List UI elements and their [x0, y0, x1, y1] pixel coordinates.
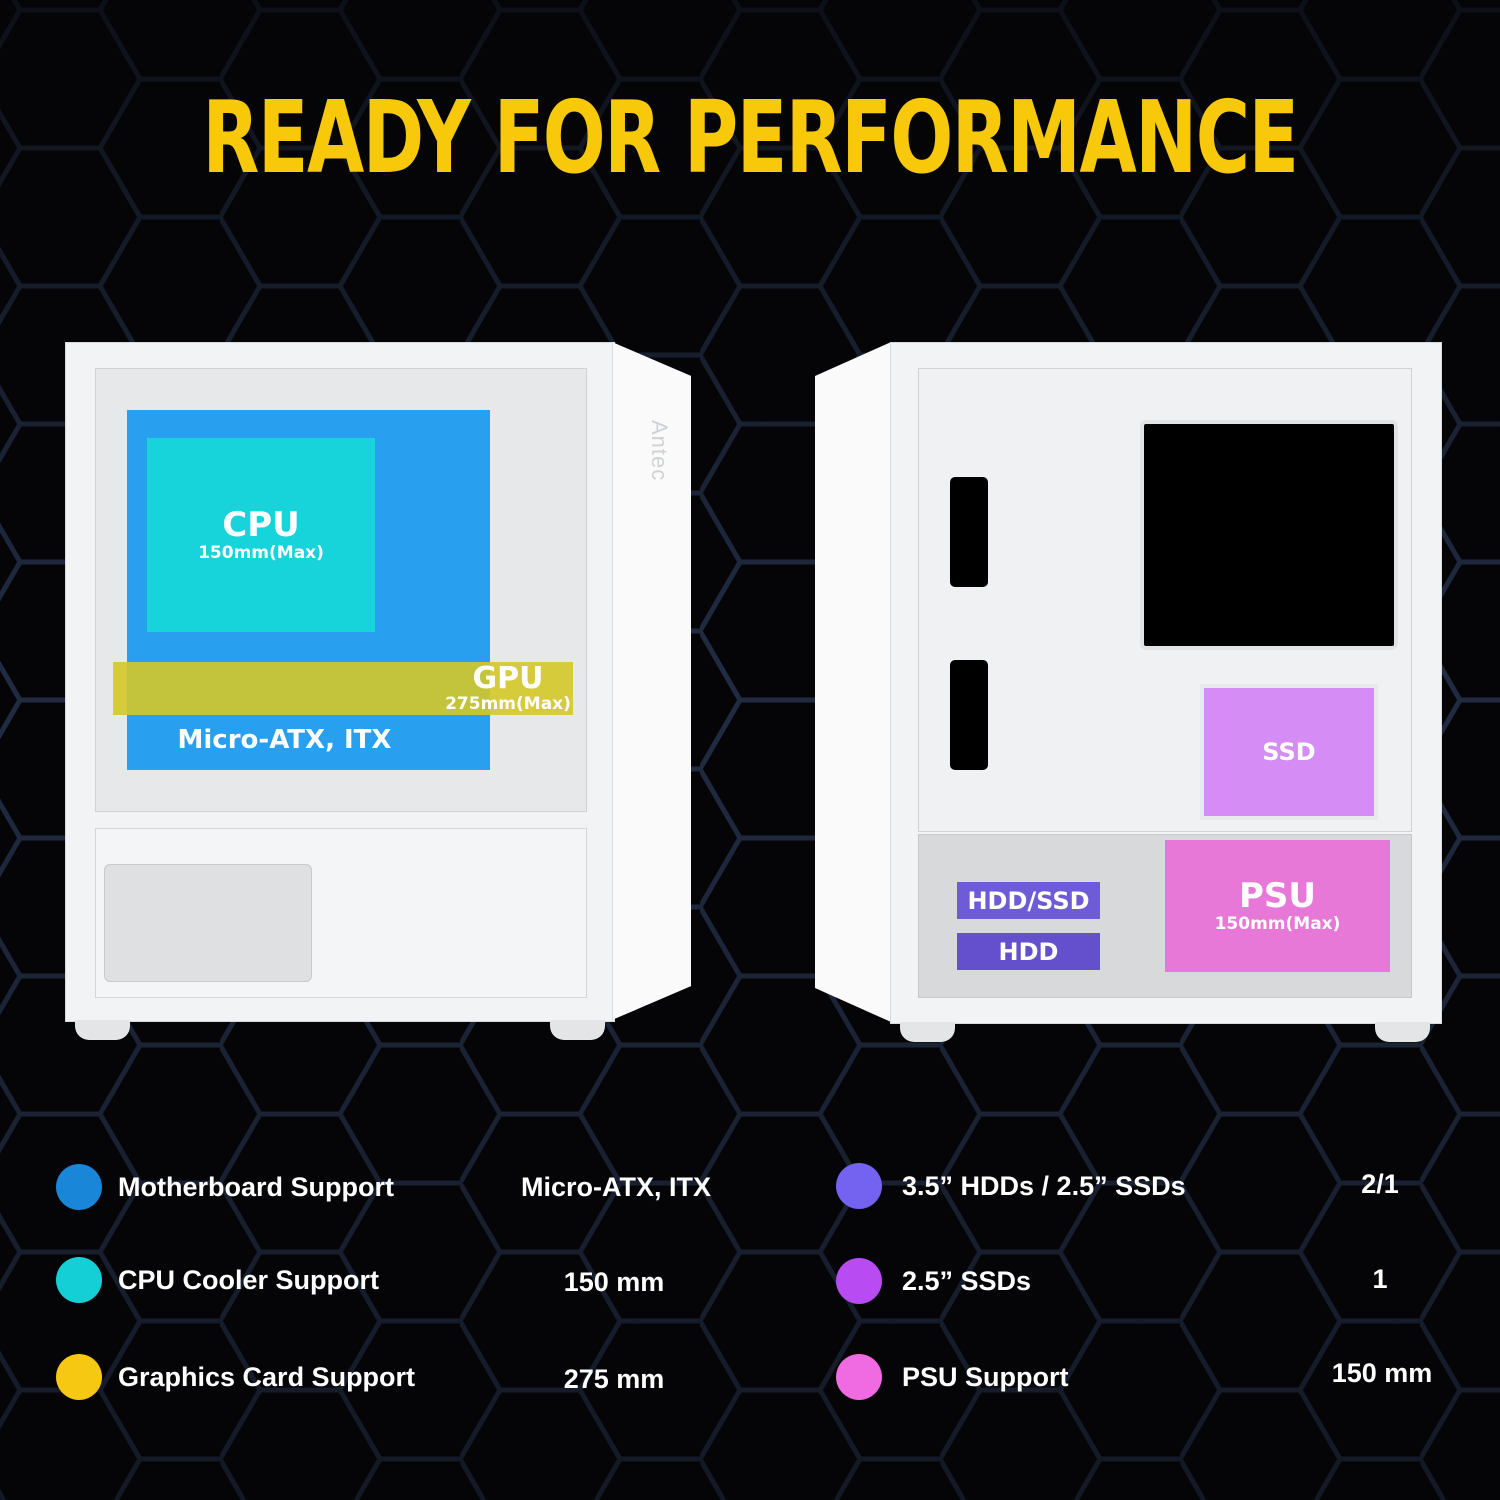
case-foot — [550, 1020, 605, 1040]
page-title: READY FOR PERFORMANCE — [202, 79, 1299, 196]
hdd-dot-icon — [836, 1163, 882, 1209]
motherboard-dot-icon — [56, 1164, 102, 1210]
cpu-max: 150mm(Max) — [198, 543, 324, 563]
spec-value: 150 mm — [563, 1267, 665, 1297]
hdd-zone: HDD — [957, 933, 1100, 970]
cpu-cutout — [1140, 420, 1398, 650]
spec-value: 150 mm — [1331, 1358, 1433, 1388]
motherboard-label: Micro-ATX, ITX — [177, 725, 392, 755]
spec-value: 1 — [1372, 1264, 1388, 1294]
spec-label: 3.5” HDDs / 2.5” SSDs — [902, 1171, 1186, 1201]
shroud-cutout — [104, 864, 312, 982]
hdd-ssd-zone: HDD/SSD — [957, 882, 1100, 919]
spec-value: 275 mm — [563, 1364, 665, 1394]
spec-value: 2/1 — [1361, 1169, 1399, 1199]
cable-hole — [950, 477, 988, 587]
ssd-dot-icon — [836, 1258, 882, 1304]
cpu-zone: CPU 150mm(Max) — [147, 438, 375, 632]
psu-zone: PSU 150mm(Max) — [1165, 840, 1390, 972]
gpu-dot-icon — [56, 1354, 102, 1400]
ssd-zone: SSD — [1200, 684, 1378, 820]
spec-label: CPU Cooler Support — [118, 1265, 379, 1295]
psu-dot-icon — [836, 1354, 882, 1400]
hdd-label: HDD — [998, 937, 1059, 966]
hdd-ssd-label: HDD/SSD — [967, 886, 1090, 915]
psu-max: 150mm(Max) — [1214, 914, 1341, 934]
spec-label: Graphics Card Support — [118, 1362, 416, 1392]
spec-label: PSU Support — [902, 1362, 1069, 1392]
spec-value: Micro-ATX, ITX — [520, 1172, 711, 1202]
cpu-dot-icon — [56, 1257, 102, 1303]
cpu-label: CPU — [222, 505, 300, 545]
left-case-front-panel — [612, 342, 691, 1020]
case-foot — [1375, 1022, 1430, 1042]
cable-hole — [950, 660, 988, 770]
brand-logo: Antec — [647, 420, 672, 482]
gpu-max: 275mm(Max) — [445, 693, 571, 714]
case-foot — [75, 1020, 130, 1040]
spec-label: Motherboard Support — [118, 1172, 394, 1202]
psu-label: PSU — [1238, 876, 1316, 916]
ssd-label: SSD — [1262, 738, 1316, 766]
gpu-label: GPU — [472, 660, 544, 696]
case-foot — [900, 1022, 955, 1042]
gpu-zone: GPU 275mm(Max) — [113, 662, 573, 715]
right-case-front-panel — [815, 342, 891, 1022]
spec-label: 2.5” SSDs — [902, 1266, 1032, 1296]
